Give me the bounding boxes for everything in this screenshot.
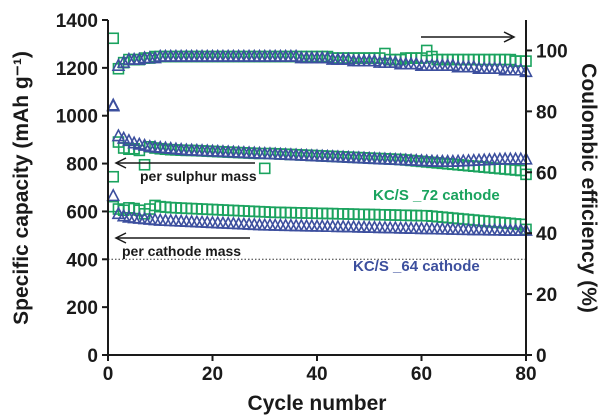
left-tick-label: 200 xyxy=(66,298,98,319)
x-tick-label: 0 xyxy=(103,364,114,385)
kc64_c-point xyxy=(106,188,121,202)
left-tick-label: 1400 xyxy=(56,11,98,32)
series-label-kc72: KC/S _72 cathode xyxy=(373,187,500,204)
right-y-axis-title: Coulombic efficiency (%) xyxy=(577,63,599,313)
right-y-ticks: 0 20 40 60 80 100 xyxy=(526,41,568,367)
x-tick-label: 40 xyxy=(306,364,327,385)
series-kc64_s xyxy=(106,98,533,167)
left-tick-label: 1000 xyxy=(56,107,98,128)
x-ticks: 0 20 40 60 80 xyxy=(103,355,537,385)
kc64_ce-point xyxy=(111,57,126,71)
left-tick-label: 600 xyxy=(66,202,98,223)
data-points xyxy=(106,32,533,236)
annotation-sulphur-arrow xyxy=(114,157,255,169)
right-tick-label: 0 xyxy=(536,346,547,367)
kc72_ce-point xyxy=(107,32,120,45)
series-kc72_ce xyxy=(107,32,532,75)
per-sulphur-mass-label: per sulphur mass xyxy=(140,168,257,184)
x-tick-label: 20 xyxy=(202,364,223,385)
kc72_s-point xyxy=(258,162,271,175)
right-tick-label: 20 xyxy=(536,285,557,306)
kc64_s-point xyxy=(106,98,121,112)
x-tick-label: 60 xyxy=(411,364,432,385)
kc64_s-point xyxy=(122,133,136,147)
kc64_c-point xyxy=(111,206,126,220)
right-tick-label: 80 xyxy=(536,102,557,123)
annotation-cathode-arrow xyxy=(114,232,250,244)
x-tick-label: 80 xyxy=(515,364,536,385)
left-y-axis-title: Specific capacity (mAh g⁻¹) xyxy=(10,51,33,325)
x-axis-title: Cycle number xyxy=(248,392,387,415)
kc64_ce-point xyxy=(132,51,147,65)
right-tick-label: 40 xyxy=(536,224,557,245)
series-kc64_c xyxy=(106,188,533,236)
series-kc64_ce xyxy=(106,48,533,111)
per-cathode-mass-label: per cathode mass xyxy=(122,243,241,259)
kc64_ce-point xyxy=(116,54,131,68)
left-y-ticks: 0 200 400 600 800 1000 1200 1400 xyxy=(56,11,108,367)
kc64_s-point xyxy=(111,128,126,142)
left-tick-label: 400 xyxy=(66,250,98,271)
right-tick-label: 60 xyxy=(536,163,557,184)
left-tick-label: 1200 xyxy=(56,59,98,80)
kc72_s-point xyxy=(138,158,151,171)
annotation-right-arrow xyxy=(421,31,516,43)
kc72_s-point xyxy=(107,170,120,183)
right-tick-label: 100 xyxy=(536,41,568,62)
series-label-kc64: KC/S _64 cathode xyxy=(353,258,480,275)
left-tick-label: 0 xyxy=(87,346,98,367)
kc64_s-point xyxy=(116,130,131,144)
kc64_ce-point xyxy=(148,50,162,64)
left-tick-label: 800 xyxy=(66,155,98,176)
